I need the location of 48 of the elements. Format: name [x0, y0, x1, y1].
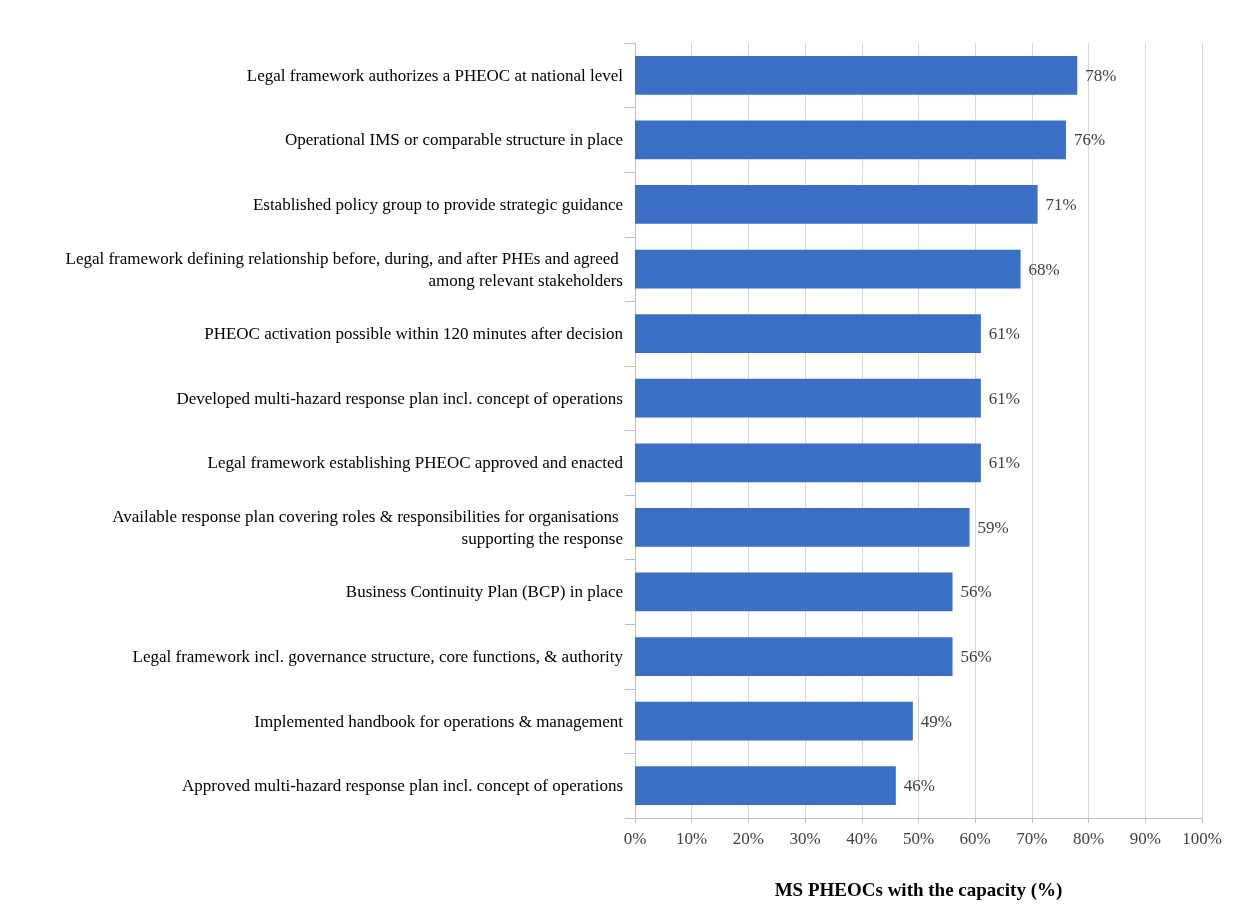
data-label: 61% [988, 388, 1021, 408]
x-axis-title: MS PHEOCs with the capacity (%) [774, 879, 1063, 901]
x-tick-label: 30% [789, 829, 821, 848]
y-tick-label: Business Continuity Plan (BCP) in place [345, 582, 623, 602]
bar [635, 249, 1021, 289]
data-label: 56% [960, 647, 992, 667]
x-tick-label: 80% [1073, 829, 1105, 848]
y-tick-label: Developed multi-hazard response plan incl. concept of operations [176, 388, 623, 408]
bar [635, 314, 981, 353]
y-tick-label: Legal framework establishing PHEOC approved and enacted [207, 453, 624, 473]
bar [635, 185, 1038, 224]
data-label: 49% [920, 711, 952, 731]
bar [635, 378, 981, 418]
data-label: 46% [903, 776, 935, 796]
x-tick-label: 20% [732, 829, 764, 848]
data-label: 61% [988, 324, 1021, 344]
bar [635, 701, 913, 741]
x-tick-label: 90% [1129, 829, 1161, 848]
y-tick-label: Implemented handbook for operations & management [254, 711, 624, 731]
data-label: 56% [960, 582, 992, 602]
y-tick-label: PHEOC activation possible within 120 minutes after decision [204, 324, 624, 344]
y-tick-label: Legal framework authorizes a PHEOC at national level [246, 65, 624, 85]
bar [635, 443, 981, 483]
x-tick-label: 50% [902, 829, 935, 848]
data-label: 76% [1073, 130, 1106, 150]
x-tick-label: 10% [676, 829, 708, 848]
x-tick-label: 40% [846, 829, 878, 848]
bar [635, 766, 896, 806]
data-label: 78% [1085, 65, 1117, 85]
data-label: 61% [988, 453, 1021, 473]
bar [635, 572, 953, 612]
bar [635, 637, 953, 676]
x-tick-label: 0% [623, 829, 647, 848]
y-tick-label: Approved multi-hazard response plan incl. concept of operations [182, 776, 623, 796]
bar [635, 120, 1066, 160]
y-tick-label: Legal framework incl. governance structure, core functions, & authority [132, 647, 624, 667]
y-tick-label: Operational IMS or comparable structure in place [285, 130, 623, 150]
x-tick-label: 70% [1016, 829, 1048, 848]
x-tick-label: 60% [959, 829, 991, 848]
bar [635, 508, 970, 547]
y-tick-label: Legal framework defining relationship before, during, and after PHEs and agreed among relevant stakeholders [65, 248, 623, 290]
x-tick-label: 100% [1182, 829, 1222, 848]
data-label: 59% [977, 517, 1009, 537]
data-label: 68% [1028, 259, 1060, 279]
y-tick-label: Established policy group to provide strategic guidance [252, 194, 623, 214]
bar [635, 55, 1078, 95]
y-tick-label: Available response plan covering roles & responsibilities for organisations supporting the response [112, 506, 623, 548]
data-label: 71% [1045, 194, 1077, 214]
